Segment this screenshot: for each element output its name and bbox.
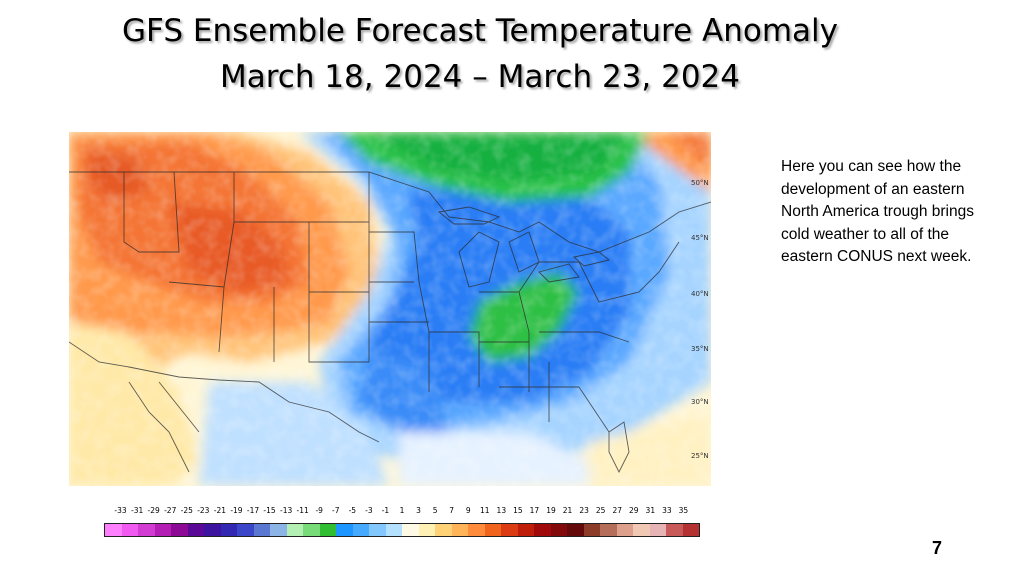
page-number: 7: [932, 538, 943, 558]
colorbar-tick-label: 5: [432, 506, 438, 515]
colorbar-tick-label: 1: [399, 506, 405, 515]
lat-label-50: 50°N: [691, 179, 709, 187]
colorbar-cell: [468, 524, 485, 536]
colorbar-cell: [220, 524, 237, 536]
colorbar-tick-label: 7: [449, 506, 455, 515]
slide-title: GFS Ensemble Forecast Temperature Anomal…: [0, 8, 960, 100]
colorbar-tick-label: -21: [213, 506, 226, 515]
lat-label-25: 25°N: [691, 452, 709, 460]
colorbar-cell: [435, 524, 452, 536]
colorbar-cell: [138, 524, 155, 536]
colorbar-tick-label: 25: [595, 506, 606, 515]
colorbar-cell: [286, 524, 303, 536]
colorbar-cell: [633, 524, 650, 536]
colorbar-tick-label: -33: [114, 506, 127, 515]
colorbar-tick-label: -29: [147, 506, 160, 515]
colorbar-cell: [550, 524, 567, 536]
colorbar-cell: [270, 524, 287, 536]
colorbar-cell: [303, 524, 320, 536]
colorbar-tick-label: 33: [662, 506, 672, 515]
colorbar-cell: [402, 524, 419, 536]
colorbar-cell: [187, 524, 204, 536]
colorbar-cell: [154, 524, 171, 536]
lat-label-45: 45°N: [691, 234, 709, 242]
title-line-2: March 18, 2024 – March 23, 2024: [219, 59, 740, 95]
colorbar-tick-label: -9: [315, 506, 323, 515]
colorbar-tick-label: 13: [496, 506, 507, 515]
colorbar-cell: [171, 524, 188, 536]
colorbar-cell: [352, 524, 369, 536]
lat-label-35: 35°N: [691, 345, 709, 353]
title-line-1: GFS Ensemble Forecast Temperature Anomal…: [122, 13, 838, 49]
colorbar-cell: [385, 524, 402, 536]
anomaly-colorbar: -33 -31 -29 -27 -25 -23 -21 -19 -17 -15 -13 -11 -9 -7…: [104, 506, 700, 540]
colorbar-cell: [121, 524, 138, 536]
colorbar-labels: -33 -31 -29 -27 -25 -23 -21 -19 -17 -15 -13 -11 -9 -7…: [104, 506, 700, 519]
colorbar-tick-label: -19: [230, 506, 243, 515]
colorbar-tick-label: 27: [612, 506, 622, 515]
colorbar-cell: [649, 524, 666, 536]
colorbar-cell: [682, 524, 699, 536]
colorbar-tick-label: -11: [296, 506, 309, 515]
colorbar-tick-label: 3: [416, 506, 421, 515]
colorbar-tick-label: 31: [645, 506, 656, 515]
colorbar-cell: [583, 524, 600, 536]
colorbar-tick-label: -25: [180, 506, 193, 515]
colorbar-tick-label: 15: [513, 506, 523, 515]
colorbar-tick-label: -7: [332, 506, 340, 515]
colorbar-tick-label: -27: [164, 506, 177, 515]
colorbar-cell: [501, 524, 518, 536]
colorbar-cell: [451, 524, 468, 536]
colorbar-tick-label: -31: [130, 506, 144, 515]
colorbar-tick-label: 29: [628, 506, 639, 515]
colorbar-tick-label: -15: [263, 506, 276, 515]
colorbar-strip: [104, 523, 700, 537]
colorbar-cell: [517, 524, 534, 536]
colorbar-cell: [319, 524, 336, 536]
colorbar-cell: [204, 524, 221, 536]
colorbar-cell: [484, 524, 501, 536]
colorbar-cell: [237, 524, 254, 536]
colorbar-tick-label: 11: [479, 506, 490, 515]
colorbar-cell: [534, 524, 551, 536]
colorbar-tick-label: 23: [579, 506, 589, 515]
colorbar-tick-label: -1: [381, 506, 390, 515]
colorbar-tick-label: 35: [678, 506, 689, 515]
colorbar-tick-label: -17: [246, 506, 260, 515]
lat-label-40: 40°N: [691, 290, 709, 298]
colorbar-tick-label: 17: [529, 506, 540, 515]
lat-label-30: 30°N: [691, 398, 709, 406]
colorbar-tick-label: -13: [279, 506, 293, 515]
colorbar-tick-label: 19: [546, 506, 556, 515]
colorbar-cell: [600, 524, 617, 536]
colorbar-cell: [253, 524, 270, 536]
colorbar-tick-label: 9: [465, 506, 471, 515]
colorbar-cell: [567, 524, 584, 536]
slide-note: Here you can see how the development of …: [781, 158, 974, 265]
colorbar-tick-label: -3: [365, 506, 373, 515]
colorbar-tick-label: 21: [562, 506, 573, 515]
colorbar-cell: [666, 524, 683, 536]
colorbar-cell: [369, 524, 386, 536]
colorbar-cell: [616, 524, 633, 536]
temperature-anomaly-map: 50°N 45°N 40°N 35°N 30°N 25°N: [69, 132, 711, 486]
colorbar-tick-label: -23: [197, 506, 210, 515]
colorbar-cell: [336, 524, 353, 536]
colorbar-cell: [105, 524, 122, 536]
colorbar-tick-label: -5: [348, 506, 357, 515]
colorbar-cell: [418, 524, 435, 536]
